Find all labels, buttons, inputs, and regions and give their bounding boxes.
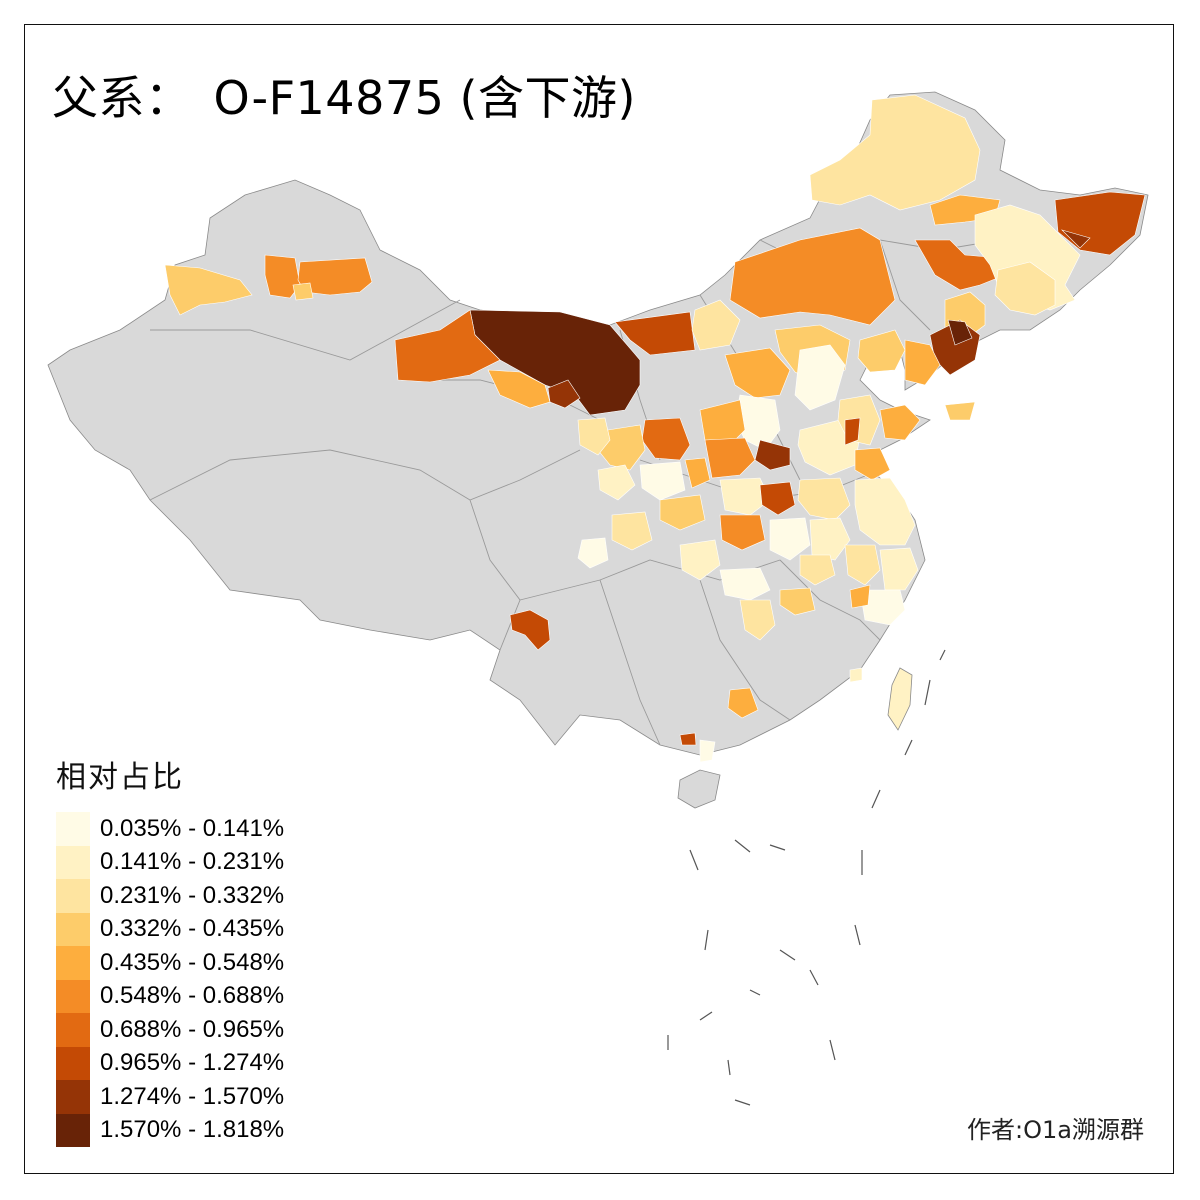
prefecture-region [724, 347, 791, 399]
legend-item: 0.965% - 1.274% [56, 1046, 285, 1080]
legend-rows: 0.035% - 0.141% 0.141% - 0.231% 0.231% - 0… [56, 812, 284, 1147]
prefecture-region [809, 517, 851, 561]
prefecture-region [577, 537, 609, 569]
legend-item: 0.035% - 0.141% [56, 812, 284, 846]
prefecture-region [684, 457, 711, 489]
legend: 相对占比 0.035% - 0.141% 0.141% - 0.231% 0.231… [56, 752, 284, 1147]
prefecture-region [944, 401, 976, 421]
legend-swatch [56, 1046, 90, 1080]
prefecture-region [844, 417, 861, 446]
map-regions [164, 94, 1146, 763]
prefecture-region [264, 254, 301, 299]
south-sea-islands [667, 649, 946, 1106]
legend-label: 0.231% - 0.332% [100, 881, 285, 909]
legend-swatch [56, 1113, 90, 1147]
legend-swatch [56, 912, 90, 946]
prefecture-region [394, 309, 501, 383]
legend-swatch [56, 845, 90, 879]
legend-label: 0.548% - 0.688% [100, 982, 285, 1010]
legend-item: 0.141% - 0.231% [56, 845, 285, 879]
title-prefix: 父系： [52, 71, 192, 125]
legend-item: 0.548% - 0.688% [56, 979, 285, 1013]
legend-title: 相对占比 [56, 760, 184, 795]
prefecture-region [739, 599, 776, 641]
prefecture-region [854, 447, 891, 481]
prefecture-region [297, 257, 373, 296]
legend-swatch [56, 946, 90, 980]
hainan-island [677, 769, 721, 809]
prefecture-region [679, 732, 697, 746]
prefecture-region [857, 329, 906, 373]
prefecture-region [994, 261, 1056, 316]
prefecture-region [577, 417, 611, 456]
prefecture-region [879, 547, 919, 591]
prefecture-region [292, 282, 314, 301]
prefecture-region [1060, 229, 1091, 249]
legend-label: 0.435% - 0.548% [100, 948, 285, 976]
prefecture-region [597, 464, 636, 501]
legend-label: 0.332% - 0.435% [100, 915, 285, 943]
prefecture-region [947, 319, 973, 346]
legend-label: 1.570% - 1.818% [100, 1116, 285, 1144]
prefecture-region [799, 554, 836, 586]
prefecture-region [547, 379, 581, 409]
legend-swatch [56, 1080, 90, 1114]
prefecture-region [854, 477, 916, 546]
legend-item: 0.231% - 0.332% [56, 879, 284, 913]
prefecture-region [769, 517, 811, 561]
author-credit: 作者:O1a溯源群 [967, 1116, 1144, 1144]
legend-swatch [56, 979, 90, 1013]
legend-label: 0.965% - 1.274% [100, 1049, 285, 1077]
legend-item: 0.435% - 0.548% [56, 946, 284, 980]
prefecture-region [639, 461, 686, 501]
legend-swatch [56, 879, 90, 913]
prefecture-region [779, 587, 816, 616]
prefecture-region [614, 311, 696, 356]
legend-swatch [56, 812, 90, 846]
legend-label: 0.688% - 0.965% [100, 1015, 285, 1043]
map-frame [24, 24, 1174, 1174]
prefecture-region [659, 494, 706, 531]
legend-label: 1.274% - 1.570% [100, 1082, 285, 1110]
prefecture-region [844, 544, 881, 586]
prefecture-region [719, 477, 771, 516]
title-haplogroup: O-F14875 (含下游) [213, 71, 636, 125]
prefecture-region [679, 539, 721, 581]
legend-label: 0.141% - 0.231% [100, 848, 285, 876]
prefecture-region [879, 404, 921, 441]
prefecture-region [849, 667, 863, 683]
prefecture-region [809, 94, 981, 211]
prefecture-region [164, 264, 253, 316]
legend-swatch [56, 1013, 90, 1047]
prefecture-region [611, 511, 653, 551]
map-title: 父系： O-F14875 (含下游) [52, 62, 636, 128]
prefecture-region [704, 437, 756, 479]
taiwan-island [887, 667, 913, 731]
legend-item: 0.688% - 0.965% [56, 1013, 284, 1047]
legend-item: 1.570% - 1.818% [56, 1113, 285, 1147]
prefecture-region [859, 589, 906, 626]
prefecture-region [691, 299, 741, 351]
prefecture-region [729, 227, 896, 326]
prefecture-region [754, 439, 791, 471]
prefecture-region [794, 344, 846, 411]
prefecture-region [759, 481, 796, 516]
prefecture-region [699, 739, 716, 763]
legend-item: 1.274% - 1.570% [56, 1080, 284, 1114]
legend-label: 0.035% - 0.141% [100, 814, 285, 842]
legend-item: 0.332% - 0.435% [56, 912, 285, 946]
prefecture-region [727, 687, 759, 719]
prefecture-region [849, 584, 871, 609]
prefecture-region [487, 369, 551, 409]
prefecture-region [719, 567, 771, 601]
prefecture-region [509, 609, 551, 651]
prefecture-region [719, 514, 766, 551]
prefecture-region [904, 339, 941, 386]
